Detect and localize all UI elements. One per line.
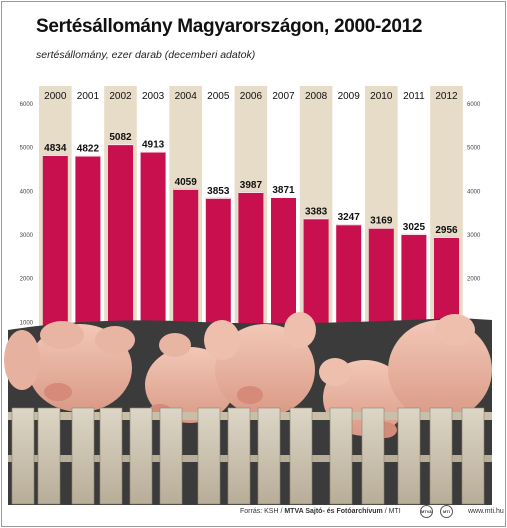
fence-board — [429, 407, 453, 505]
fence-board — [197, 407, 221, 505]
data-label: 4913 — [142, 139, 165, 150]
data-label: 3247 — [338, 212, 361, 223]
fence-board — [227, 407, 251, 505]
x-tick-label: 2002 — [109, 91, 132, 102]
fence-board — [37, 407, 61, 505]
y-tick-label: 2000 — [467, 277, 481, 283]
data-label: 3025 — [403, 222, 426, 233]
chart-title: Sertésállomány Magyarországon, 2000-2012 — [36, 16, 423, 37]
fence-board — [257, 407, 281, 505]
fence-board — [99, 407, 123, 505]
y-tick-label: 2000 — [20, 277, 34, 283]
y-tick-label: 5000 — [467, 146, 481, 152]
x-tick-label: 2005 — [207, 91, 230, 102]
data-label: 2956 — [435, 225, 458, 236]
pig-icon — [145, 347, 235, 423]
data-label: 3853 — [207, 186, 230, 197]
data-label: 3383 — [305, 206, 328, 217]
y-tick-label: 4000 — [20, 189, 34, 195]
mtva-logo-icon: MTVA — [420, 505, 433, 518]
fence-board — [11, 407, 35, 505]
mti-logo-icon: MTI — [440, 505, 453, 518]
fence — [11, 407, 485, 505]
x-tick-label: 2009 — [338, 91, 361, 102]
x-tick-label: 2004 — [175, 91, 198, 102]
x-tick-label: 2007 — [272, 91, 295, 102]
fence-board — [329, 407, 353, 505]
y-tick-label: 3000 — [467, 233, 481, 239]
fence-board — [461, 407, 485, 505]
x-tick-label: 2008 — [305, 91, 328, 102]
data-label: 3987 — [240, 180, 263, 191]
data-label: 4059 — [175, 177, 198, 188]
y-tick-label: 5000 — [20, 146, 34, 152]
x-tick-label: 2012 — [435, 91, 458, 102]
x-tick-label: 2006 — [240, 91, 263, 102]
data-label: 3871 — [272, 185, 295, 196]
source-suffix: / MTI — [382, 508, 401, 515]
x-tick-label: 2000 — [44, 91, 67, 102]
y-tick-label: 1000 — [20, 320, 34, 326]
x-tick-label: 2003 — [142, 91, 165, 102]
source-prefix: Forrás: KSH / — [240, 508, 285, 515]
source-footer: Forrás: KSH / MTVA Sajtó- és Fotóarchívu… — [240, 508, 401, 515]
fence-board — [397, 407, 421, 505]
fence-board — [71, 407, 95, 505]
chart-subtitle: sertésállomány, ezer darab (decemberi ad… — [36, 49, 256, 61]
y-tick-label: 6000 — [20, 102, 34, 108]
data-label: 4822 — [77, 143, 100, 154]
source-agency: MTVA Sajtó- és Fotóarchívum — [284, 508, 383, 515]
y-tick-label: 6000 — [467, 102, 481, 108]
fence-board — [361, 407, 385, 505]
y-axis-left: 1000 2000 3000 4000 5000 6000 — [20, 102, 34, 326]
pig-icon — [388, 320, 492, 420]
x-tick-label: 2011 — [403, 91, 425, 102]
data-label: 3169 — [370, 216, 393, 227]
data-label: 5082 — [109, 132, 132, 143]
y-tick-label: 4000 — [467, 189, 481, 195]
y-tick-label: 3000 — [20, 233, 34, 239]
fence-board — [159, 407, 183, 505]
fence-board — [129, 407, 153, 505]
fence-board — [289, 407, 313, 505]
source-url: www.mti.hu — [468, 508, 504, 515]
x-tick-label: 2010 — [370, 91, 393, 102]
pigs-photo — [4, 312, 492, 505]
data-label: 4834 — [44, 143, 67, 154]
x-tick-label: 2001 — [77, 91, 100, 102]
